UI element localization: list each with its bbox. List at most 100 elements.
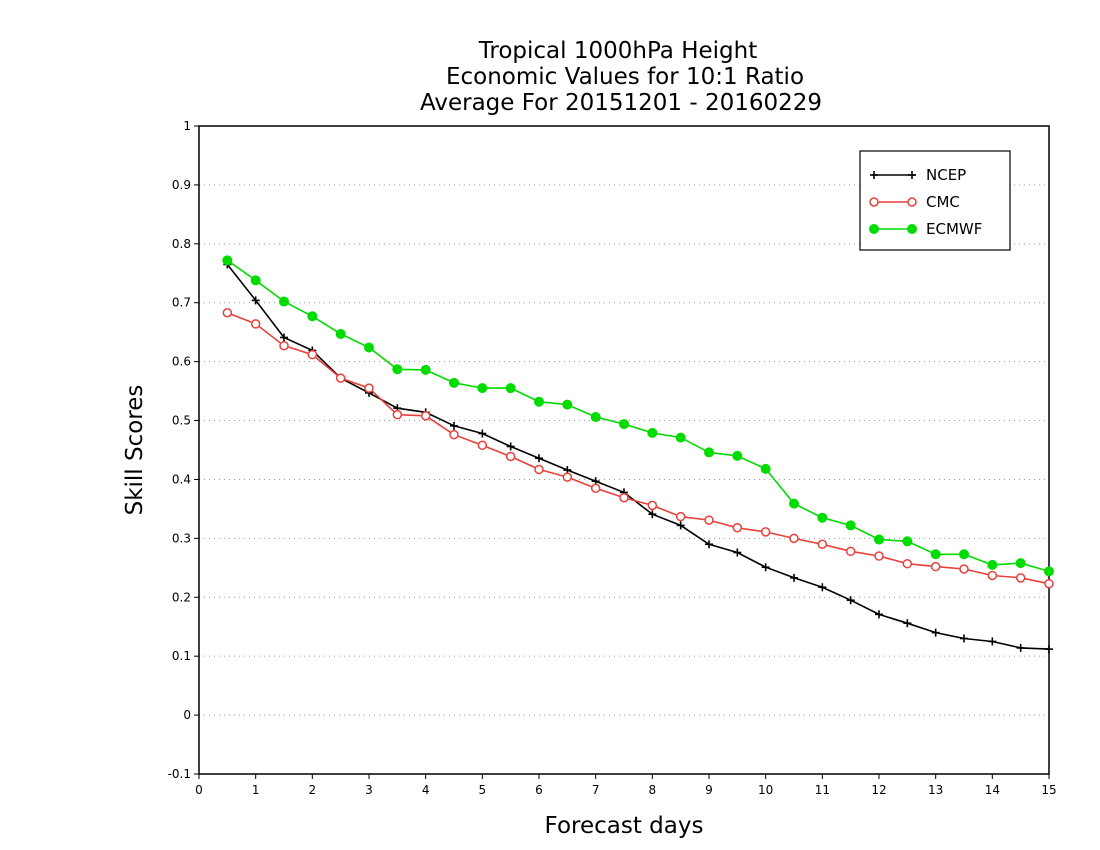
chart-title-line-1: Tropical 1000hPa Height [478, 38, 758, 64]
x-tick-label: 11 [815, 783, 830, 797]
series-line-cmc [227, 311, 1050, 585]
data-point-ecmwf [902, 536, 913, 547]
data-point-cmc [590, 483, 601, 494]
x-tick-label: 3 [365, 783, 373, 797]
data-point-ncep [733, 548, 742, 557]
data-point-ecmwf [392, 364, 403, 375]
y-tick-label: 0.1 [172, 649, 191, 663]
x-tick-label: 4 [422, 783, 430, 797]
data-point-cmc [1044, 578, 1054, 589]
series-ecmwf [222, 255, 1054, 577]
data-point-cmc [222, 307, 233, 318]
axis-ticks: -0.100.10.20.30.40.50.60.70.80.910 1 2 3 4 5 6… [168, 119, 1057, 797]
chart-title-line-2: Economic Values for 10:1 Ratio [446, 64, 804, 90]
data-point-ecmwf [619, 419, 629, 430]
data-point-cmc [732, 523, 743, 533]
data-point-ncep [988, 637, 997, 646]
data-point-ecmwf [534, 396, 544, 407]
plot-frame [198, 125, 1050, 775]
data-point-ecmwf [789, 498, 799, 509]
x-tick-label: 8 [649, 783, 657, 797]
y-tick-label: 0 [183, 708, 191, 722]
data-point-ncep [1016, 643, 1025, 652]
gridlines [199, 184, 1049, 716]
x-tick-label: 0 [195, 783, 203, 797]
legend-label: ECMWF [926, 220, 982, 238]
data-point-cmc [420, 411, 431, 421]
chart-title-line-3: Average For 20151201 - 20160229 [420, 90, 822, 116]
series-cmc [222, 307, 1054, 589]
data-point-ecmwf [760, 463, 771, 474]
data-point-cmc [392, 409, 403, 420]
data-point-cmc [675, 511, 686, 522]
data-point-ncep [790, 573, 798, 582]
y-tick-label: 0.5 [172, 414, 191, 428]
data-point-ncep [846, 596, 855, 605]
legend-marker [907, 224, 917, 234]
data-point-ecmwf [1044, 566, 1054, 577]
data-point-cmc [1015, 573, 1026, 583]
plot-series [222, 255, 1054, 654]
x-tick-label: 13 [928, 783, 943, 797]
data-point-cmc [449, 429, 459, 440]
y-tick-label: 0.2 [172, 590, 191, 604]
data-point-ecmwf [675, 432, 686, 443]
legend-item-ecmwf: ECMWF [869, 220, 982, 238]
data-point-ncep [251, 296, 260, 305]
series-ncep [223, 260, 1053, 654]
data-point-cmc [817, 539, 828, 550]
data-point-ncep [478, 429, 487, 438]
x-tick-label: 15 [1041, 783, 1056, 797]
data-point-ecmwf [420, 364, 431, 375]
legend-marker [869, 197, 879, 207]
data-point-ncep [648, 510, 657, 519]
data-point-ecmwf [874, 534, 884, 545]
data-point-ncep [676, 521, 685, 530]
x-tick-label: 1 [252, 783, 260, 797]
data-point-ecmwf [987, 559, 998, 570]
data-point-ncep [450, 421, 458, 430]
data-point-ncep [506, 442, 515, 451]
data-point-ecmwf [505, 383, 516, 394]
data-point-cmc [250, 319, 261, 329]
legend-marker [869, 224, 879, 234]
data-point-cmc [704, 515, 714, 525]
data-point-ncep [931, 628, 940, 637]
data-point-cmc [619, 492, 629, 503]
y-tick-label: 1 [183, 119, 191, 133]
y-axis-label: Skill Scores [122, 385, 148, 516]
data-point-ecmwf [959, 549, 969, 560]
x-tick-label: 6 [535, 783, 543, 797]
data-point-ecmwf [562, 399, 573, 410]
data-point-ecmwf [222, 255, 233, 266]
data-point-cmc [874, 551, 884, 561]
series-line-ecmwf [226, 259, 1050, 573]
data-point-cmc [307, 349, 318, 360]
data-point-ecmwf [250, 275, 261, 286]
data-point-ecmwf [335, 328, 346, 339]
x-tick-label: 12 [871, 783, 886, 797]
legend-label: NCEP [926, 166, 966, 184]
data-point-ncep [705, 540, 713, 549]
data-point-ncep [903, 619, 912, 628]
data-point-ncep [280, 333, 288, 342]
data-point-ecmwf [845, 520, 856, 531]
x-axis-label: Forecast days [545, 813, 704, 839]
data-point-ecmwf [477, 383, 488, 394]
data-point-ncep [960, 634, 968, 643]
legend-marker [907, 197, 917, 207]
data-point-cmc [789, 533, 799, 544]
x-tick-label: 2 [309, 783, 317, 797]
data-point-ncep [761, 563, 770, 572]
series-line-ncep [226, 263, 1050, 650]
legend: NCEP CMC ECMWF [859, 150, 1011, 251]
data-point-cmc [562, 472, 573, 482]
data-point-ecmwf [449, 377, 459, 388]
y-tick-label: 0.9 [172, 178, 191, 192]
chart-title: Tropical 1000hPa Height Economic Values … [420, 38, 822, 116]
data-point-cmc [505, 451, 516, 462]
legend-label: CMC [926, 193, 960, 211]
data-point-cmc [845, 546, 856, 557]
x-tick-label: 5 [479, 783, 487, 797]
legend-marker [870, 171, 878, 179]
